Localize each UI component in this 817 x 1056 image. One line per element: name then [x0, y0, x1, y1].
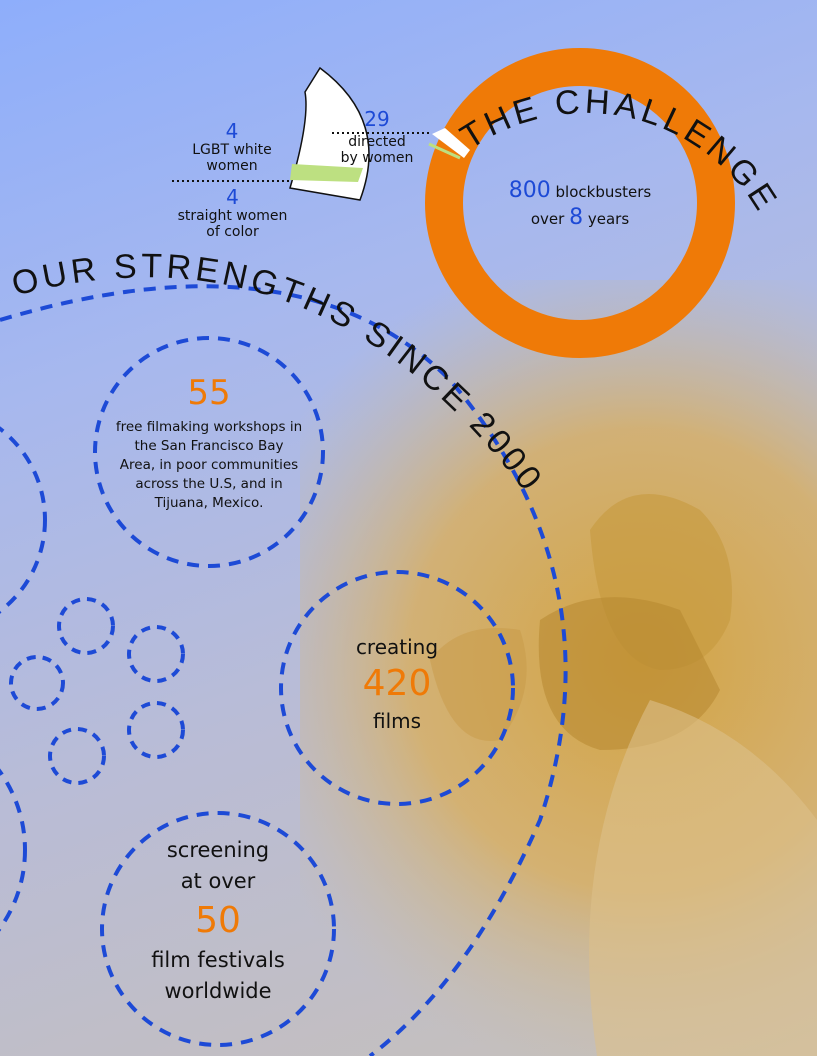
years-count: 8: [569, 205, 584, 230]
directed-by-women: 29 directed by women: [332, 108, 422, 166]
women-directed-slice-green: [428, 142, 461, 160]
workshops-line-3: Area, in poor communities: [119, 457, 299, 473]
strengths-arc: [0, 284, 568, 1056]
films-suffix: films: [372, 709, 422, 733]
festivals-count: 50: [195, 900, 241, 941]
workshops-line-5: Tijuana, Mexico.: [154, 495, 264, 511]
workshops-line-1: free filmaking workshops in: [115, 419, 303, 435]
festivals-prefix-2: at over: [180, 869, 256, 893]
directed-by-women-label-1: directed: [348, 134, 406, 150]
exploded-wedge-green: [290, 164, 363, 182]
years-label: years: [587, 210, 630, 228]
workshops-line-4: across the U.S, and in: [135, 476, 283, 492]
decor-circle-left-top: [0, 426, 47, 614]
festivals-suffix-2: worldwide: [164, 979, 272, 1003]
straight-color-count: 4: [226, 185, 239, 209]
workshops-circle: [93, 336, 325, 568]
decor-small-circle: [127, 625, 185, 683]
total-films-label: blockbusters: [555, 183, 652, 201]
lgbt-white-count: 4: [225, 119, 239, 143]
lgbt-white-label-2: women: [206, 158, 258, 174]
directed-by-women-label-2: by women: [340, 150, 414, 166]
decor-circle-left-bottom: [0, 768, 27, 932]
decor-small-circle: [48, 727, 106, 785]
workshops-count: 55: [187, 373, 231, 413]
films-stat: creating 420 films: [317, 635, 477, 733]
donut-center-text: 800 blockbusters over 8 years: [460, 178, 700, 230]
workshops-line-2: the San Francisco Bay: [134, 438, 284, 454]
decor-small-circle: [57, 597, 115, 655]
lgbt-white-women: 4 LGBT white women: [172, 120, 292, 174]
decor-small-circle: [9, 655, 65, 711]
festivals-stat: screening at over 50 film festivals worl…: [128, 835, 308, 1007]
festivals-suffix-1: film festivals: [151, 948, 285, 972]
straight-women-of-color: 4 straight women of color: [165, 186, 300, 240]
workshops-stat: 55 free filmaking workshops in the San F…: [99, 372, 319, 513]
straight-color-label-1: straight women: [177, 208, 288, 224]
straight-color-label-2: of color: [206, 224, 259, 240]
lgbt-white-label-1: LGBT white: [192, 142, 272, 158]
films-count: 420: [362, 663, 432, 704]
festivals-prefix-1: screening: [166, 838, 270, 862]
women-directed-slice: [432, 128, 470, 158]
blockbusters-donut: [425, 48, 735, 358]
total-films-count: 800: [508, 178, 551, 203]
directed-by-women-count: 29: [364, 107, 390, 131]
films-circle: [279, 570, 515, 806]
years-prefix: over: [530, 210, 565, 228]
festivals-circle: [100, 811, 336, 1047]
films-prefix: creating: [355, 635, 439, 659]
decor-small-circle: [127, 701, 185, 759]
